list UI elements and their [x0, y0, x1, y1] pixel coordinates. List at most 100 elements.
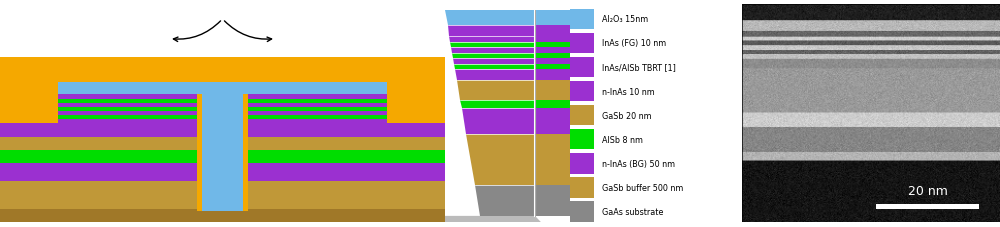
Bar — [0, 221, 445, 222]
Text: CG: CG — [341, 0, 358, 2]
Text: n-InAs 10 nm: n-InAs 10 nm — [602, 87, 655, 96]
Text: InAs (FG) 10 nm: InAs (FG) 10 nm — [602, 39, 666, 48]
Bar — [248, 104, 445, 108]
Polygon shape — [445, 216, 548, 227]
Bar — [0, 82, 58, 123]
Polygon shape — [460, 101, 535, 109]
Bar — [536, 48, 570, 54]
Bar — [0, 57, 165, 82]
Bar — [0, 138, 445, 151]
Bar — [0, 123, 445, 138]
Text: D: D — [249, 84, 258, 94]
Bar — [248, 151, 445, 164]
Text: n-InAs (BG) 50 nm: n-InAs (BG) 50 nm — [602, 159, 675, 168]
Bar — [0, 100, 445, 104]
Bar — [280, 57, 445, 82]
Bar — [0, 57, 165, 82]
Bar — [248, 164, 445, 181]
Bar — [570, 201, 594, 222]
Bar — [248, 119, 445, 123]
Bar — [0, 116, 197, 119]
Bar — [536, 70, 570, 80]
Bar — [570, 153, 594, 174]
Bar — [0, 151, 197, 164]
Bar — [280, 57, 445, 82]
Polygon shape — [475, 185, 535, 216]
Bar — [536, 134, 570, 185]
Bar — [248, 123, 445, 138]
Bar — [570, 81, 594, 102]
Bar — [0, 94, 197, 100]
Text: InAs/AlSb TBRT [1]: InAs/AlSb TBRT [1] — [602, 63, 676, 72]
Bar — [0, 164, 197, 181]
Bar — [248, 138, 445, 151]
Bar — [0, 82, 58, 123]
Bar — [0, 82, 445, 94]
Bar — [0, 82, 445, 94]
Bar — [0, 181, 445, 209]
Bar — [536, 54, 570, 59]
Bar — [0, 104, 197, 108]
Text: AlSb 8 nm: AlSb 8 nm — [602, 135, 643, 144]
Polygon shape — [454, 65, 535, 70]
Text: FG: FG — [215, 0, 230, 2]
Bar — [0, 57, 445, 82]
Bar — [248, 116, 445, 119]
Text: D: D — [187, 84, 196, 94]
Polygon shape — [457, 80, 535, 101]
Bar — [536, 109, 570, 134]
Bar — [570, 178, 594, 198]
Bar — [0, 111, 445, 116]
Polygon shape — [452, 54, 535, 59]
Bar — [0, 94, 445, 100]
Polygon shape — [451, 48, 535, 54]
Polygon shape — [0, 222, 454, 227]
Text: TBRT: TBRT — [4, 70, 22, 76]
Polygon shape — [453, 59, 535, 65]
Bar — [0, 111, 197, 116]
Bar — [248, 94, 445, 100]
Bar — [536, 80, 570, 101]
Bar — [570, 129, 594, 150]
Polygon shape — [445, 11, 535, 26]
Bar — [536, 65, 570, 70]
Bar — [570, 10, 594, 30]
Text: GaAs substrate: GaAs substrate — [602, 207, 664, 216]
Text: S: S — [412, 82, 420, 92]
Bar — [169, 66, 276, 82]
Bar — [169, 66, 276, 82]
Bar — [570, 106, 594, 126]
Bar — [0, 209, 445, 222]
Bar — [0, 164, 445, 181]
Bar — [0, 119, 197, 123]
Bar — [536, 59, 570, 65]
Bar — [0, 151, 445, 164]
Bar — [248, 111, 445, 116]
Text: GaSb buffer 500 nm: GaSb buffer 500 nm — [602, 183, 684, 192]
Bar — [387, 82, 445, 123]
Bar — [0, 138, 197, 151]
Bar — [0, 100, 197, 104]
Bar — [248, 82, 445, 94]
Polygon shape — [466, 134, 535, 185]
Bar — [0, 108, 197, 111]
Polygon shape — [448, 26, 535, 37]
Bar — [536, 185, 570, 216]
Text: CG: CG — [74, 0, 91, 2]
Text: BG: BG — [356, 135, 372, 145]
Bar — [570, 34, 594, 54]
Bar — [536, 43, 570, 48]
Polygon shape — [455, 70, 535, 80]
Bar — [0, 108, 445, 111]
Bar — [248, 108, 445, 111]
Bar — [0, 123, 197, 138]
Text: S: S — [25, 82, 33, 92]
Bar — [0, 119, 445, 123]
Bar — [0, 104, 445, 108]
Bar — [387, 82, 445, 123]
Bar — [197, 82, 248, 212]
Text: GaSb 20 nm: GaSb 20 nm — [602, 111, 652, 120]
Bar — [202, 92, 243, 212]
Bar — [536, 26, 570, 37]
Bar — [536, 11, 570, 26]
